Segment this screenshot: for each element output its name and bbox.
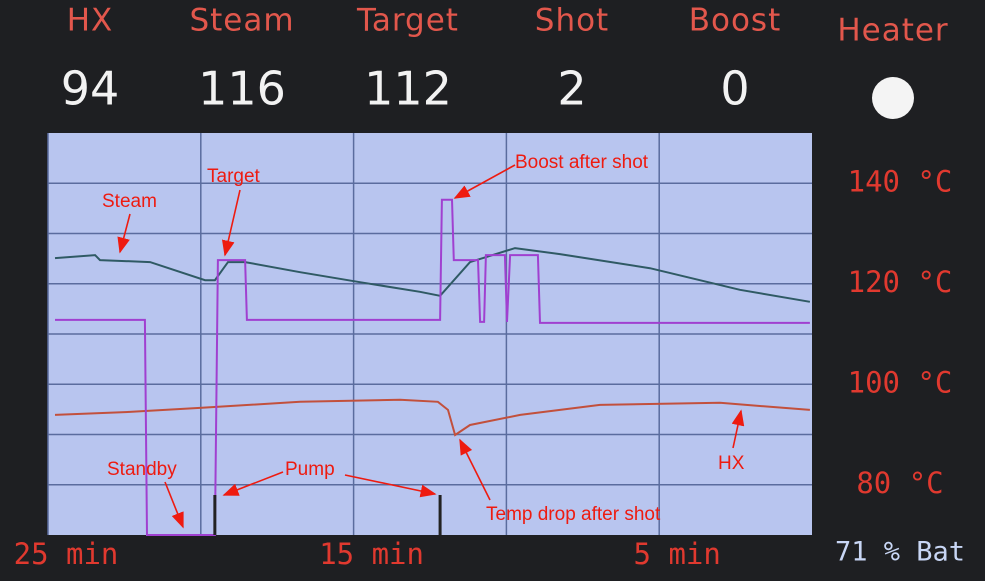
arrow (222, 189, 241, 257)
stat-label: Shot (535, 3, 609, 39)
arrow (453, 164, 516, 199)
lines (54, 198, 811, 536)
stat-label: Target (356, 3, 459, 39)
battery: 71 % Bat (835, 537, 965, 568)
grid (47, 133, 812, 535)
stat-value: 112 (364, 62, 452, 116)
annotation: Temp drop after shot (486, 504, 661, 525)
y-tick-label: 100 °C (848, 365, 953, 399)
x-tick-label: 15 min (319, 537, 424, 571)
y-tick-label: 140 °C (848, 164, 953, 198)
axis-labels: 140 °C 120 °C 100 °C 80 °C 25 min 15 min 5 min (14, 164, 953, 571)
annotation: Steam (102, 191, 157, 212)
annotations: Steam Target Boost after shot Standby Pu… (102, 152, 745, 529)
stat-label: HX (67, 3, 114, 39)
arrow (459, 438, 491, 501)
series-line (54, 398, 810, 437)
heater-label: Heater (837, 13, 948, 49)
arrow (731, 409, 745, 449)
heater-indicator (872, 77, 914, 119)
x-tick-label: 25 min (14, 537, 119, 571)
annotation: Boost after shot (515, 152, 649, 173)
x-tick-label: 5 min (634, 537, 721, 571)
arrow (222, 471, 284, 496)
stat-value: 2 (557, 62, 586, 116)
series-line (55, 198, 810, 536)
stat-label: Steam (189, 3, 294, 39)
arrow (344, 474, 437, 498)
annotation: HX (718, 453, 745, 474)
header: HX 94 Steam 116 Target 112 Shot 2 Boost 0 (61, 3, 782, 116)
arrow (117, 213, 131, 254)
stat-value: 116 (198, 62, 286, 116)
y-tick-label: 80 °C (856, 466, 943, 500)
annotation: Standby (107, 459, 177, 480)
stat-value: 0 (720, 62, 749, 116)
annotation: Pump (285, 459, 335, 480)
annotation: Target (207, 166, 261, 187)
y-tick-label: 120 °C (848, 265, 953, 299)
series-line (54, 247, 811, 303)
arrow (164, 481, 184, 529)
stat-value: 94 (61, 62, 120, 116)
stat-label: Boost (689, 3, 782, 39)
